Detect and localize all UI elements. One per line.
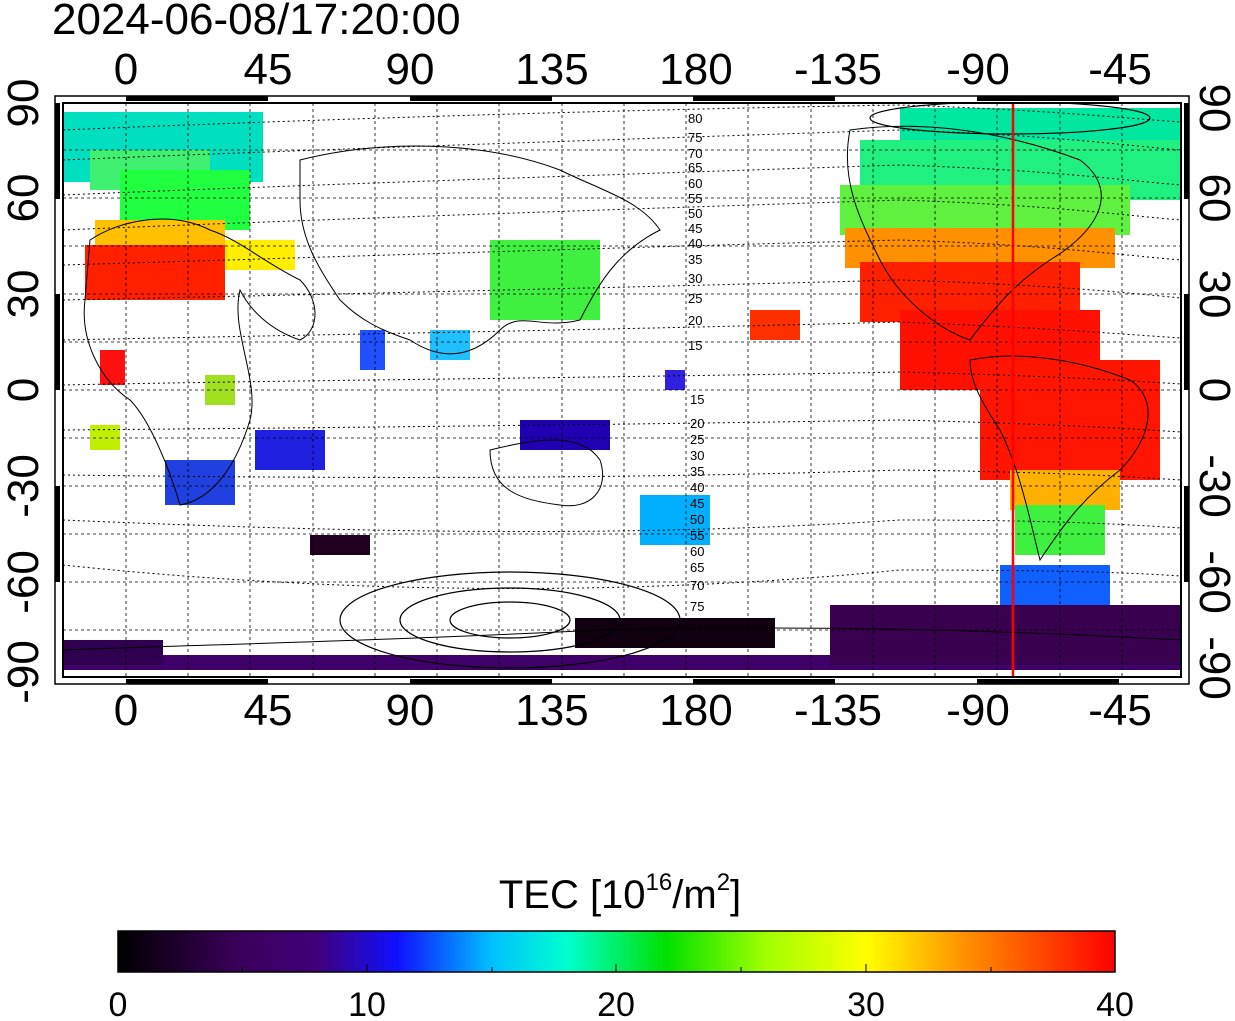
contour-label: 65 bbox=[690, 560, 704, 575]
colorbar-tick-labels: 0 10 20 30 40 bbox=[109, 986, 1134, 1021]
contour-label: 35 bbox=[688, 252, 702, 267]
lat-tick-label: 90 bbox=[1190, 84, 1235, 133]
lat-tick-label: -90 bbox=[1190, 636, 1235, 700]
lon-tick-label: 45 bbox=[244, 45, 293, 94]
lon-tick-label: 180 bbox=[659, 45, 732, 94]
contour-label: 70 bbox=[688, 146, 702, 161]
contour-label: 50 bbox=[690, 512, 704, 527]
contour-label: 65 bbox=[688, 160, 702, 175]
colorbar-tick-label: 30 bbox=[847, 986, 885, 1021]
lat-tick-label: -90 bbox=[0, 640, 48, 704]
contour-label: 75 bbox=[688, 130, 702, 145]
lat-tick-label: 30 bbox=[1190, 270, 1235, 319]
colorbar-title-suffix: ] bbox=[730, 873, 741, 917]
contour-label: 25 bbox=[690, 432, 704, 447]
colorbar-tick-label: 10 bbox=[348, 986, 386, 1021]
contour-label: 45 bbox=[690, 496, 704, 511]
lat-labels-right: 90 60 30 0 -30 -60 -90 bbox=[1190, 84, 1235, 700]
lon-tick-label: 90 bbox=[386, 45, 435, 94]
contour-label: 30 bbox=[690, 448, 704, 463]
lon-tick-label: -90 bbox=[946, 686, 1010, 735]
lon-tick-label: -90 bbox=[946, 45, 1010, 94]
lat-tick-label: 60 bbox=[0, 174, 48, 223]
colorbar-title-mid: /m bbox=[672, 873, 716, 917]
timestamp-title: 2024-06-08/17:20:00 bbox=[52, 0, 461, 44]
contour-label: 45 bbox=[688, 221, 702, 236]
lon-tick-label: -135 bbox=[794, 45, 882, 94]
contour-label: 35 bbox=[690, 464, 704, 479]
lon-tick-label: 135 bbox=[515, 45, 588, 94]
contour-label: 20 bbox=[690, 416, 704, 431]
colorbar-title: TEC [1016/m2] bbox=[499, 869, 741, 917]
frame-tick-bars bbox=[55, 96, 1189, 684]
lon-tick-label: 0 bbox=[114, 686, 138, 735]
contour-label: 55 bbox=[690, 528, 704, 543]
lat-tick-label: -60 bbox=[1190, 550, 1235, 614]
lat-tick-label: -30 bbox=[1190, 454, 1235, 518]
lon-labels-bottom: 0 45 90 135 180 -135 -90 -45 bbox=[114, 686, 1152, 735]
colorbar-title-sup2: 2 bbox=[717, 869, 730, 896]
magnetic-contours bbox=[63, 104, 1181, 589]
contour-label: 40 bbox=[688, 236, 702, 251]
contour-label: 60 bbox=[688, 176, 702, 191]
lat-tick-label: 0 bbox=[0, 378, 48, 402]
colorbar-tick-label: 40 bbox=[1096, 986, 1134, 1021]
contour-label: 80 bbox=[688, 111, 702, 126]
graticule bbox=[63, 103, 1181, 677]
lon-tick-label: -135 bbox=[794, 686, 882, 735]
lat-tick-label: -30 bbox=[0, 454, 48, 518]
lat-tick-label: 0 bbox=[1190, 378, 1235, 402]
lat-labels-left: 90 60 30 0 -30 -60 -90 bbox=[0, 79, 48, 704]
contour-label: 15 bbox=[690, 392, 704, 407]
coastlines bbox=[63, 125, 1181, 651]
lon-tick-label: 45 bbox=[244, 686, 293, 735]
contour-label: 20 bbox=[688, 313, 702, 328]
colorbar-tick-label: 20 bbox=[597, 986, 635, 1021]
lon-tick-label: 0 bbox=[114, 45, 138, 94]
map-area: 80 75 70 65 60 55 50 45 40 35 30 25 20 1… bbox=[63, 103, 1181, 677]
contour-label: 25 bbox=[688, 291, 702, 306]
lon-tick-label: -45 bbox=[1088, 686, 1152, 735]
lat-tick-label: 60 bbox=[1190, 174, 1235, 223]
colorbar-title-prefix: TEC [10 bbox=[499, 873, 646, 917]
contour-label: 60 bbox=[690, 544, 704, 559]
contour-label: 15 bbox=[688, 338, 702, 353]
lon-labels-top: 0 45 90 135 180 -135 -90 -45 bbox=[114, 45, 1152, 94]
lat-tick-label: -60 bbox=[0, 550, 48, 614]
lat-tick-label: 90 bbox=[0, 79, 48, 128]
contour-labels-south: 15 20 25 30 35 40 45 50 55 60 65 70 75 bbox=[690, 392, 704, 614]
contour-labels-north: 80 75 70 65 60 55 50 45 40 35 30 25 20 1… bbox=[688, 111, 702, 353]
lon-tick-label: 90 bbox=[386, 686, 435, 735]
contour-label: 50 bbox=[688, 206, 702, 221]
lon-tick-label: 135 bbox=[515, 686, 588, 735]
lon-tick-label: -45 bbox=[1088, 45, 1152, 94]
colorbar-title-sup1: 16 bbox=[646, 869, 673, 896]
lon-tick-label: 180 bbox=[659, 686, 732, 735]
contour-label: 55 bbox=[688, 191, 702, 206]
contour-label: 70 bbox=[690, 578, 704, 593]
contour-label: 30 bbox=[688, 271, 702, 286]
contour-label: 75 bbox=[690, 599, 704, 614]
colorbar-ticks bbox=[241, 964, 992, 972]
map-frame bbox=[62, 102, 1182, 678]
magnetic-pole-contours bbox=[339, 103, 1151, 669]
colorbar-tick-label: 0 bbox=[109, 986, 128, 1021]
contour-label: 40 bbox=[690, 480, 704, 495]
lat-tick-label: 30 bbox=[0, 270, 48, 319]
